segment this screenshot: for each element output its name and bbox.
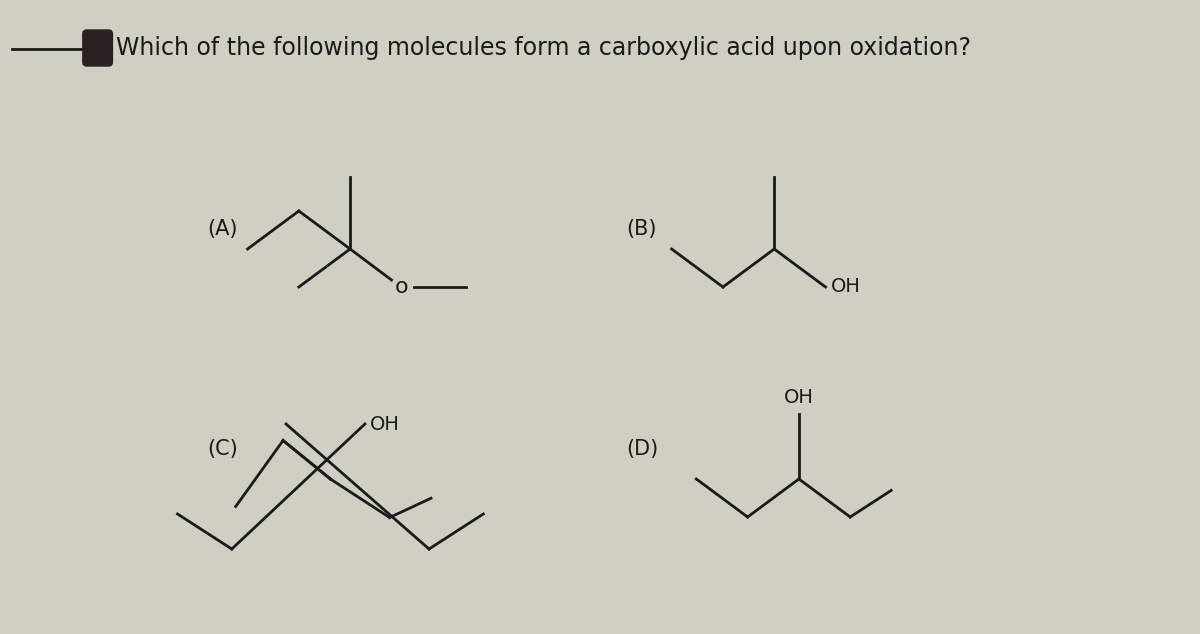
Text: (A): (A)	[208, 219, 238, 239]
Text: (B): (B)	[626, 219, 656, 239]
FancyBboxPatch shape	[83, 30, 113, 66]
Text: Which of the following molecules form a carboxylic acid upon oxidation?: Which of the following molecules form a …	[116, 36, 971, 60]
Text: (C): (C)	[208, 439, 238, 459]
Text: o: o	[395, 277, 408, 297]
Text: OH: OH	[784, 388, 814, 407]
Text: OH: OH	[830, 278, 860, 297]
Text: (D): (D)	[626, 439, 659, 459]
Text: OH: OH	[370, 415, 400, 434]
